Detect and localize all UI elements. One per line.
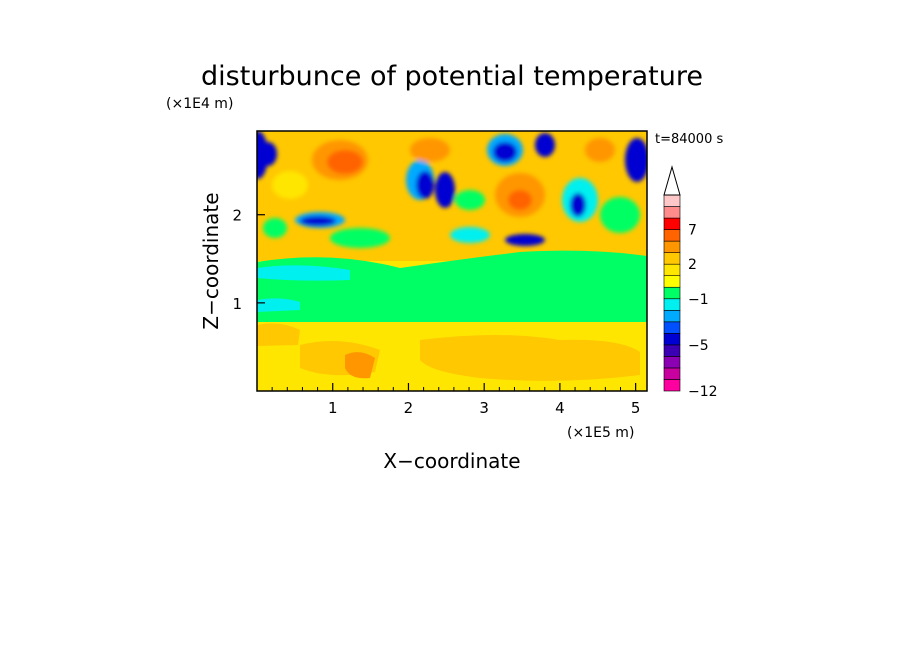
colorbar-segment	[663, 252, 681, 265]
x-axis-label: X−coordinate	[383, 449, 520, 473]
colorbar-segment	[663, 379, 681, 392]
colorbar-segment	[663, 194, 681, 207]
x-axis-unit: (×1E5 m)	[567, 425, 634, 441]
x-tick-label: 4	[555, 399, 565, 417]
colorbar-tick-label: −1	[688, 292, 709, 308]
colorbar-extend-arrow	[663, 165, 681, 196]
x-tick-label: 1	[328, 399, 338, 417]
y-tick-label: 1	[232, 295, 242, 313]
x-tick-label: 5	[631, 399, 641, 417]
colorbar-segment	[663, 344, 681, 357]
x-tick-label: 3	[479, 399, 489, 417]
colorbar-segment	[663, 356, 681, 369]
colorbar-segment	[663, 309, 681, 323]
colorbar-segment	[663, 229, 681, 242]
y-tick-label: 2	[232, 207, 242, 225]
colorbar-segment	[663, 333, 681, 346]
colorbar-tick-label: 2	[688, 257, 697, 273]
y-axis-label: Z−coordinate	[199, 192, 223, 329]
colorbar-tick-label: 7	[688, 223, 697, 239]
colorbar-segment	[663, 367, 681, 380]
colorbar-segment	[663, 217, 681, 230]
chart-title: disturbunce of potential temperature	[201, 61, 703, 92]
colorbar-tick-label: −5	[688, 338, 709, 354]
x-axis-ticks: 1 2 3 4 5	[271, 383, 641, 417]
colorbar-segment	[663, 298, 681, 311]
colorbar: −12−5−127	[663, 165, 718, 400]
x-tick-label: 2	[404, 399, 414, 417]
colorbar-segment	[663, 275, 681, 288]
heatmap-field	[257, 131, 647, 391]
colorbar-tick-label: −12	[688, 384, 718, 400]
colorbar-segment	[663, 263, 681, 277]
plot-frame	[256, 130, 648, 392]
y-axis-ticks: 12	[232, 207, 265, 313]
colorbar-segment	[663, 240, 681, 253]
time-label: t=84000 s	[655, 132, 723, 147]
colorbar-segment	[663, 321, 681, 334]
y-axis-unit: (×1E4 m)	[166, 96, 233, 112]
colorbar-segment	[663, 206, 681, 219]
colorbar-segment	[663, 286, 681, 300]
